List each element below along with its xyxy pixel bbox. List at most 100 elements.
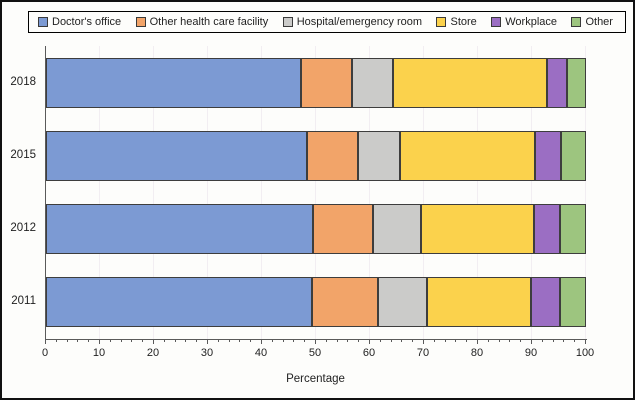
x-axis-minor-tick xyxy=(325,339,327,342)
x-axis-minor-tick xyxy=(131,339,133,342)
bar-segment xyxy=(420,204,535,255)
legend-item: Hospital/emergency room xyxy=(282,15,423,28)
x-axis-tick-label: 0 xyxy=(41,347,49,359)
legend-label: Workplace xyxy=(505,15,557,28)
legend-swatch-icon xyxy=(571,17,582,27)
gridline xyxy=(585,46,586,339)
bar-segment xyxy=(400,130,536,181)
x-axis-minor-tick xyxy=(271,339,273,342)
x-axis-minor-tick xyxy=(509,339,511,342)
x-axis-minor-tick xyxy=(217,339,219,342)
y-axis-line xyxy=(45,46,46,340)
x-axis-tick-label: 80 xyxy=(470,347,484,359)
legend-label: Hospital/emergency room xyxy=(296,15,423,28)
bar-row-2018 xyxy=(46,57,586,108)
bar-segment xyxy=(546,57,568,108)
x-axis-tick-label: 20 xyxy=(146,347,160,359)
bar-segment xyxy=(46,204,313,255)
x-axis-minor-tick xyxy=(444,339,446,342)
x-axis-minor-tick xyxy=(455,339,457,342)
bar-segment xyxy=(306,130,358,181)
x-axis-major-tick xyxy=(423,339,424,344)
x-axis-minor-tick xyxy=(282,339,284,342)
x-axis-minor-tick xyxy=(228,339,230,342)
x-axis-major-tick xyxy=(477,339,478,344)
bar-segment xyxy=(560,130,586,181)
y-axis-label: 2015 xyxy=(10,148,36,161)
x-axis-minor-tick xyxy=(142,339,144,342)
legend-label: Store xyxy=(450,15,477,28)
gridline xyxy=(261,46,262,339)
bar-segment xyxy=(426,277,531,328)
bars-layer xyxy=(46,46,586,339)
legend-item: Other xyxy=(571,15,613,28)
x-axis-major-tick xyxy=(45,339,46,344)
x-axis-tick-label: 60 xyxy=(362,347,376,359)
legend-swatch-icon xyxy=(282,17,293,27)
legend-swatch-icon xyxy=(38,17,48,27)
x-axis-title: Percentage xyxy=(286,373,345,385)
x-axis-minor-tick xyxy=(379,339,381,342)
x-axis-minor-tick xyxy=(520,339,522,342)
x-axis-minor-tick xyxy=(304,339,306,342)
x-axis-tick-label: 100 xyxy=(575,347,595,359)
gridline xyxy=(531,46,532,339)
x-axis-tick-label: 90 xyxy=(524,347,538,359)
bar-segment xyxy=(46,277,312,328)
x-axis-minor-tick xyxy=(498,339,500,342)
x-axis-tick-label: 70 xyxy=(416,347,430,359)
bar-segment xyxy=(301,57,353,108)
bar-segment xyxy=(567,57,586,108)
x-axis-minor-tick xyxy=(55,339,57,342)
x-axis-minor-tick xyxy=(174,339,176,342)
x-axis-major-tick xyxy=(207,339,208,344)
x-axis-major-tick xyxy=(531,339,532,344)
x-axis-tick-label: 30 xyxy=(200,347,214,359)
bar-segment xyxy=(559,277,586,328)
bar-segment xyxy=(312,204,374,255)
bar-segment xyxy=(46,130,307,181)
x-axis-minor-tick xyxy=(66,339,68,342)
gridline xyxy=(423,46,424,339)
legend-item: Store xyxy=(436,15,477,28)
bar-segment xyxy=(46,57,302,108)
legend-label: Other health care facility xyxy=(149,15,269,28)
x-axis-minor-tick xyxy=(541,339,543,342)
x-axis-minor-tick xyxy=(390,339,392,342)
x-axis-major-tick xyxy=(585,339,586,344)
bar-segment xyxy=(377,277,427,328)
bar-segment xyxy=(530,277,560,328)
gridline xyxy=(315,46,316,339)
bar-segment xyxy=(560,204,586,255)
bar-segment xyxy=(357,130,401,181)
x-axis-minor-tick xyxy=(433,339,435,342)
y-axis-label: 2011 xyxy=(11,295,36,308)
legend-swatch-icon xyxy=(436,17,447,27)
x-axis-major-tick xyxy=(369,339,370,344)
x-axis-minor-tick xyxy=(77,339,79,342)
bar-row-2012 xyxy=(46,204,586,255)
bar-row-2011 xyxy=(46,277,586,328)
gridline xyxy=(99,46,100,339)
legend-item: Other health care facility xyxy=(135,15,269,28)
x-axis-minor-tick xyxy=(466,339,468,342)
x-axis-minor-tick xyxy=(563,339,565,342)
legend-label: Other xyxy=(585,15,613,28)
legend-item: Workplace xyxy=(491,15,557,28)
x-axis-tick-label: 40 xyxy=(254,347,268,359)
x-axis-minor-tick xyxy=(163,339,165,342)
x-axis-minor-tick xyxy=(185,339,187,342)
y-axis-label: 2018 xyxy=(10,75,36,88)
legend: Doctor's office Other health care facilit… xyxy=(28,11,626,33)
x-axis-minor-tick xyxy=(358,339,360,342)
bar-segment xyxy=(352,57,393,108)
legend-swatch-icon xyxy=(135,17,146,27)
x-axis-minor-tick xyxy=(109,339,111,342)
x-axis-line xyxy=(45,339,587,340)
y-axis-label: 2012 xyxy=(10,222,36,235)
gridline xyxy=(369,46,370,339)
x-axis-minor-tick xyxy=(401,339,403,342)
x-axis-minor-tick xyxy=(120,339,122,342)
